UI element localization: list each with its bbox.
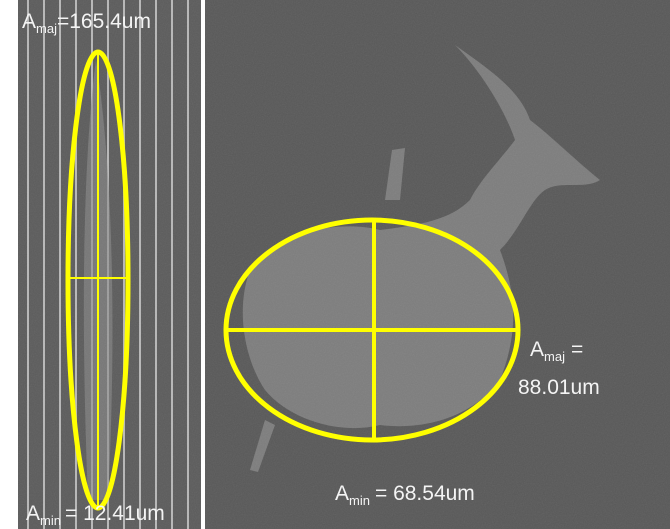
- equals: =: [571, 338, 583, 361]
- page: Cell ellipse measurement html, body { ma…: [0, 0, 670, 529]
- major-value: 88.01um: [518, 376, 600, 399]
- subscript: maj: [36, 21, 57, 36]
- symbol: A: [26, 502, 40, 525]
- page-body: {"left_panel": {"major_label": {"symbol"…: [0, 0, 670, 529]
- symbol: A: [22, 10, 36, 33]
- subscript: maj: [544, 349, 565, 364]
- left-panel: Amaj=165.4um Amin = 12.41um: [18, 0, 201, 529]
- left-texture: [18, 0, 201, 529]
- value: = 68.54um: [375, 482, 475, 505]
- subscript: min: [40, 513, 61, 528]
- value: = 12.41um: [65, 502, 165, 525]
- value: =165.4um: [57, 10, 151, 33]
- figure: Amaj=165.4um Amin= 12.41um Amaj= 88.01um…: [0, 0, 670, 529]
- symbol: A: [335, 482, 349, 505]
- subscript: min: [349, 493, 370, 508]
- right-texture: [205, 0, 670, 529]
- symbol: A: [530, 338, 544, 361]
- right-panel: Amaj = 88.01um Amin = 68.54um: [205, 0, 670, 529]
